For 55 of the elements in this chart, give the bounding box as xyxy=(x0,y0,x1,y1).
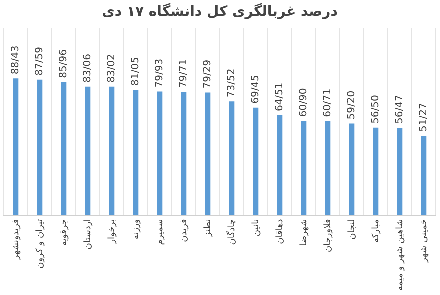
bar xyxy=(133,90,139,216)
bar xyxy=(37,80,43,216)
bar xyxy=(13,78,19,216)
x-tick-label: شاهین شهر و میمه xyxy=(395,219,406,292)
x-tick-label: لنجان xyxy=(347,219,358,240)
data-label: 79/29 xyxy=(202,60,214,89)
bar xyxy=(61,82,67,216)
bar xyxy=(253,108,259,216)
x-tick-label: فریدونشهر xyxy=(11,219,22,261)
data-label: 88/43 xyxy=(10,46,22,75)
data-label: 51/27 xyxy=(418,103,430,132)
data-label: 79/93 xyxy=(154,58,166,88)
x-tick-label: سمیرم xyxy=(155,219,166,246)
bar xyxy=(181,92,187,216)
data-label: 81/05 xyxy=(130,57,142,86)
data-label: 60/90 xyxy=(298,88,310,118)
data-label: 64/51 xyxy=(274,82,286,112)
data-label: 60/71 xyxy=(322,88,334,118)
bar xyxy=(277,116,283,216)
bar xyxy=(85,86,91,216)
x-tick-label: شهرضا xyxy=(299,219,310,246)
bar xyxy=(157,92,163,216)
data-label: 73/52 xyxy=(226,68,238,98)
x-tick-label: نائین xyxy=(251,219,262,237)
chart-title: درصد غربالگری کل دانشگاه ۱۷ دی xyxy=(101,4,339,20)
bar xyxy=(301,121,307,216)
x-tick-label: نطنز xyxy=(203,219,214,238)
bar xyxy=(205,92,211,216)
bar xyxy=(421,136,427,216)
x-tick-label: تیران و کرون xyxy=(35,218,46,269)
data-label: 59/20 xyxy=(346,90,358,120)
x-tick-label: خمینی شهر xyxy=(419,219,430,264)
x-tick-label: ورزنه xyxy=(131,219,142,240)
x-tick-label: مبارکه xyxy=(371,219,382,244)
data-label: 87/59 xyxy=(34,47,46,76)
bar xyxy=(229,102,235,216)
bar xyxy=(397,128,403,216)
bar xyxy=(373,128,379,216)
bar xyxy=(325,121,331,216)
bar xyxy=(349,124,355,216)
x-tick-label: فلاورجان xyxy=(323,219,334,253)
data-label: 56/50 xyxy=(370,95,382,124)
x-tick-label: برخوار xyxy=(107,219,118,245)
data-label: 79/71 xyxy=(178,59,190,88)
data-label: 85/96 xyxy=(58,50,70,78)
x-tick-label: دهاقان xyxy=(275,219,286,244)
x-tick-label: اردستان xyxy=(83,219,94,250)
x-tick-label: جرقویه xyxy=(59,219,70,246)
data-label: 83/02 xyxy=(106,54,118,83)
x-tick-label: چادگان xyxy=(225,219,238,246)
data-label: 83/06 xyxy=(82,54,94,83)
data-label: 56/47 xyxy=(394,95,406,124)
bar xyxy=(109,86,115,216)
x-tick-label: فریدن xyxy=(179,219,190,242)
data-label: 69/45 xyxy=(250,75,262,104)
